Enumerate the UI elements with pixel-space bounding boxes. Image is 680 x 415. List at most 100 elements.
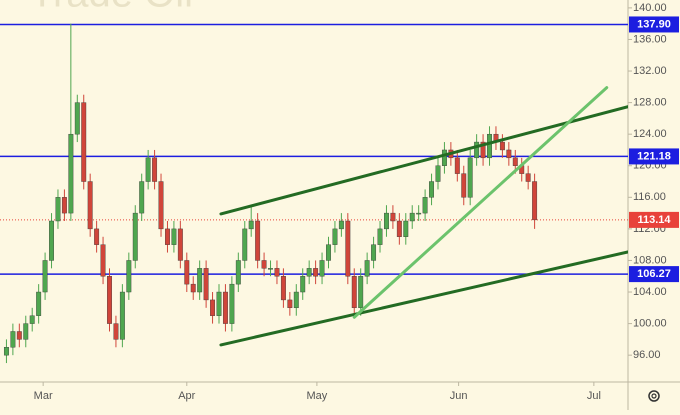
candle-body (416, 212, 422, 215)
price-tag-label: 121.18 (637, 150, 671, 162)
candle-body (313, 268, 319, 277)
plot-area (0, 23, 628, 364)
candle-body (499, 141, 505, 151)
candle-body (61, 197, 67, 214)
candle-body (422, 197, 428, 214)
candle-body (293, 291, 299, 309)
candle-body (222, 291, 228, 324)
candle-body (261, 260, 267, 269)
candle-body (68, 133, 74, 214)
candle-body (377, 228, 383, 245)
candle-body (506, 149, 512, 159)
candle-body (139, 181, 145, 214)
candle-body (49, 220, 54, 261)
candle-body (81, 102, 87, 182)
candle-body (435, 165, 441, 182)
candle-body (409, 212, 415, 222)
y-tick-label: 124.00 (633, 128, 667, 140)
settings-icon[interactable] (648, 390, 660, 402)
candle-body (190, 283, 196, 293)
candle-body (42, 260, 48, 293)
candle-body (113, 323, 119, 340)
candle-body (429, 181, 435, 198)
x-tick-label: Jul (587, 390, 601, 402)
gear-hole[interactable] (651, 393, 657, 399)
candle-body (119, 291, 125, 340)
candle-body (268, 268, 273, 270)
price-tag-label: 106.27 (637, 268, 671, 280)
candle-body (235, 260, 241, 285)
candle-body (210, 299, 216, 316)
y-tick-label: 128.00 (633, 97, 667, 109)
price-tag (629, 148, 679, 165)
candle-body (474, 141, 480, 159)
candle-body (319, 260, 325, 277)
trend-line (219, 105, 628, 216)
candle-body (351, 276, 357, 309)
candle-body (454, 157, 460, 174)
candle-body (152, 157, 158, 182)
candle-body (487, 133, 492, 159)
price-tag-label: 137.90 (637, 18, 671, 30)
y-tick-label: 136.00 (633, 33, 667, 45)
candle-body (87, 181, 93, 230)
candle-body (165, 228, 170, 245)
candle-body (29, 315, 35, 324)
candle-body (203, 268, 209, 301)
candle-body (242, 228, 248, 261)
candle-body (525, 173, 531, 182)
candle-body (126, 260, 132, 293)
trend-line (352, 86, 609, 319)
y-tick-label: 100.00 (633, 318, 667, 330)
candle-body (280, 276, 286, 301)
y-tick-label: 140.00 (633, 2, 667, 14)
candle-body (274, 268, 280, 277)
x-tick-label: Apr (178, 390, 195, 402)
gear[interactable] (648, 390, 660, 402)
candle-body (441, 149, 447, 166)
candle-body (177, 228, 183, 261)
candle-body (255, 220, 261, 261)
candle-body (338, 220, 344, 230)
candle-body (100, 244, 106, 277)
candle-body (158, 181, 164, 230)
y-tick-label: 96.00 (633, 349, 661, 361)
candle-body (55, 197, 61, 222)
candle-body (461, 173, 467, 198)
candle-body (74, 102, 80, 135)
candle-body (248, 220, 254, 230)
candle-body (23, 323, 29, 340)
candle-body (16, 331, 22, 340)
candle-body (403, 220, 409, 237)
candle-body (480, 141, 486, 159)
price-tag (629, 16, 679, 33)
y-tick-label: 116.00 (633, 191, 666, 203)
price-tag-label: 113.14 (637, 214, 671, 226)
candle-body (107, 276, 112, 324)
y-tick-label: 108.00 (633, 254, 667, 266)
price-tag (629, 211, 679, 228)
y-tick-label: 104.00 (633, 286, 667, 298)
candle-body (3, 347, 9, 356)
candle-body (358, 276, 364, 309)
x-tick-label: Jun (450, 390, 468, 402)
candle-body (345, 220, 351, 277)
candle-body (396, 220, 402, 237)
candle-body (332, 228, 338, 245)
candle-body (532, 181, 538, 221)
candle-body (171, 228, 177, 245)
candle-body (145, 157, 151, 182)
candle-body (512, 157, 518, 166)
price-tag (629, 266, 679, 283)
candle-body (36, 291, 42, 316)
candle-body (467, 157, 473, 198)
candle-body (132, 212, 138, 261)
trend-line (219, 250, 628, 347)
watermark: Trade Oil (30, 0, 193, 16)
x-tick-label: Mar (34, 390, 53, 402)
candle-body (94, 228, 100, 245)
candle-body (306, 268, 312, 277)
y-tick-label: 132.00 (633, 65, 667, 77)
